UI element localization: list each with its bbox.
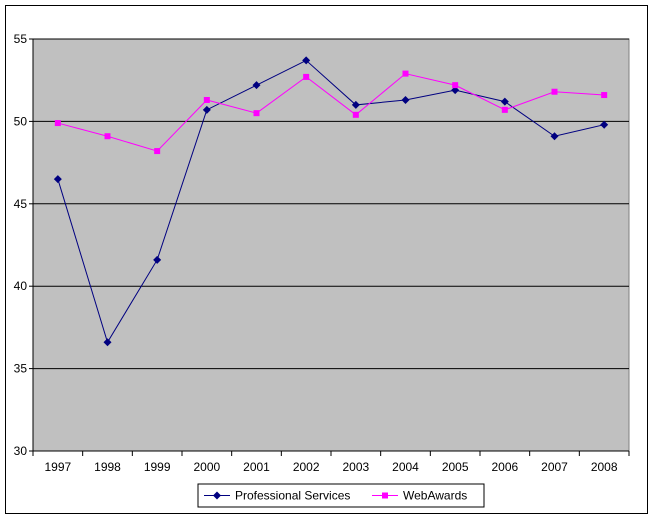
- data-point: [351, 100, 360, 109]
- grid-lines: [33, 38, 629, 370]
- y-tick-label: 30: [14, 444, 28, 458]
- x-tick-label: 2008: [591, 460, 618, 474]
- data-point: [352, 111, 359, 118]
- x-tick-label: 2005: [442, 460, 469, 474]
- data-point: [551, 88, 558, 95]
- legend-marker: [382, 492, 388, 499]
- series-layer: [53, 56, 609, 347]
- data-point: [601, 92, 608, 99]
- y-tick-label: 50: [14, 114, 28, 128]
- data-point: [103, 338, 112, 347]
- legend-label: Professional Services: [235, 489, 350, 503]
- data-point: [104, 133, 111, 140]
- legend-marker: [213, 491, 221, 500]
- series-1: [54, 70, 608, 155]
- data-point: [303, 73, 310, 80]
- x-tick-label: 1997: [44, 460, 71, 474]
- y-axis: 30 35 40 45 50 55: [14, 32, 34, 458]
- legend: Professional Services WebAwards: [197, 483, 485, 508]
- data-point: [153, 255, 162, 264]
- series-line: [57, 59, 605, 344]
- y-tick-label: 35: [14, 362, 28, 376]
- data-point: [54, 120, 61, 127]
- y-tick-label: 45: [14, 197, 28, 211]
- x-tick-label: 2002: [293, 460, 320, 474]
- x-tick-label: 2007: [541, 460, 568, 474]
- y-tick-label: 55: [14, 32, 28, 46]
- data-point: [202, 105, 211, 114]
- series-line: [57, 73, 605, 152]
- x-tick-label: 1999: [144, 460, 171, 474]
- y-tick-label: 40: [14, 279, 28, 293]
- x-axis: 1997 1998 1999 2000 2001 2002 2003 2004 2005 2006…: [32, 450, 630, 474]
- data-point: [550, 132, 559, 141]
- data-point: [53, 175, 62, 184]
- data-point: [600, 120, 609, 129]
- data-point: [401, 95, 410, 104]
- data-point: [252, 81, 261, 90]
- x-tick-label: 2001: [243, 460, 270, 474]
- x-tick-label: 2006: [491, 460, 518, 474]
- legend-label: WebAwards: [403, 489, 467, 503]
- data-point: [500, 97, 509, 106]
- x-tick-label: 1998: [94, 460, 121, 474]
- data-point: [452, 82, 459, 89]
- data-point: [501, 106, 508, 113]
- x-tick-label: 2003: [342, 460, 369, 474]
- data-point: [154, 148, 161, 155]
- legend-box: [197, 483, 485, 508]
- data-point: [253, 110, 260, 117]
- data-point: [203, 96, 210, 103]
- data-point: [402, 70, 409, 77]
- x-tick-label: 2000: [193, 460, 220, 474]
- plot-area: [32, 38, 630, 452]
- x-tick-label: 2004: [392, 460, 419, 474]
- data-point: [302, 56, 311, 65]
